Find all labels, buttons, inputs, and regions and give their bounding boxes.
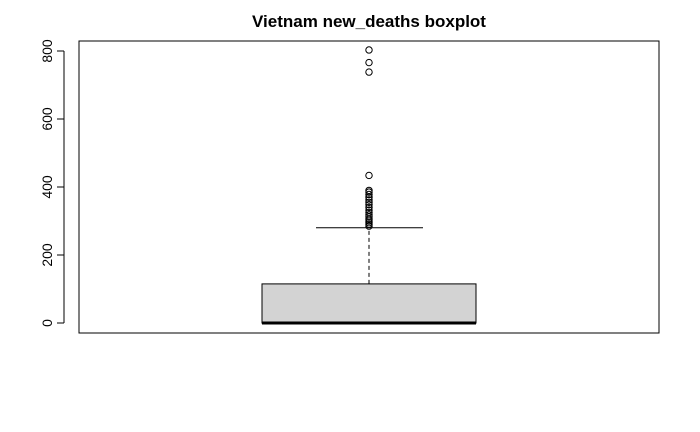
iqr-box	[261, 283, 477, 324]
y-tick-label-400: 400	[39, 175, 55, 199]
outlier-point	[365, 68, 373, 76]
y-tick-label-600: 600	[39, 107, 55, 131]
y-tick-label-0: 0	[39, 319, 55, 327]
outlier-point	[365, 186, 373, 195]
chart-title: Vietnam new_deaths boxplot	[252, 12, 486, 31]
outlier-point	[365, 171, 373, 180]
outlier-point	[365, 203, 373, 212]
outlier-point	[365, 200, 373, 209]
outlier-point	[365, 196, 373, 204]
y-tick-label-200: 200	[39, 243, 55, 267]
outlier-point	[365, 211, 373, 219]
box-group	[261, 227, 477, 325]
outlier-points	[365, 46, 373, 230]
y-tick-label-800: 800	[39, 39, 55, 63]
outlier-point	[365, 190, 373, 199]
outlier-point	[365, 46, 373, 54]
y-axis: 0 200 400 600 800	[39, 39, 65, 327]
outlier-point	[365, 58, 373, 67]
outlier-point	[365, 206, 373, 214]
plot-frame	[78, 40, 660, 334]
outlier-point	[365, 198, 373, 207]
outlier-point	[365, 208, 373, 217]
